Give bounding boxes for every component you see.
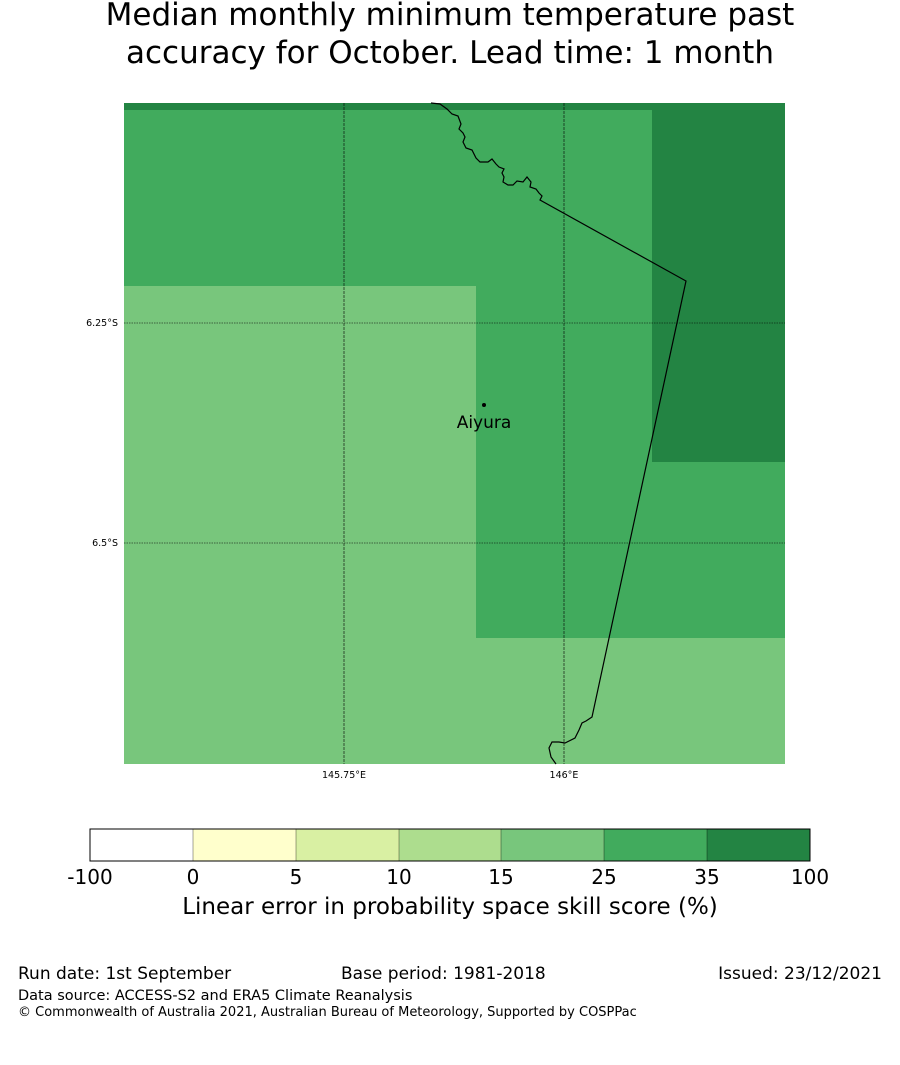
province-boundary bbox=[430, 102, 687, 765]
colorbar-segment-2 bbox=[193, 829, 296, 861]
colorbar-tick-label: 15 bbox=[488, 865, 514, 889]
colorbar-tick-label: 35 bbox=[694, 865, 720, 889]
colorbar-title: Linear error in probability space skill … bbox=[182, 894, 718, 920]
title-line-1: Median monthly minimum temperature past bbox=[105, 0, 795, 33]
map-cells bbox=[124, 103, 785, 764]
lon-label-145-75: 145.75°E bbox=[322, 770, 366, 781]
colorbar-segment-7 bbox=[707, 829, 810, 861]
colorbar-segment-4 bbox=[399, 829, 501, 861]
aiyura-label: Aiyura bbox=[457, 413, 512, 433]
colorbar bbox=[89, 828, 811, 862]
chart-title: Median monthly minimum temperature past … bbox=[0, 0, 900, 72]
lat-label-6-5: 6.5°S bbox=[92, 538, 118, 549]
title-line-2: accuracy for October. Lead time: 1 month bbox=[126, 35, 774, 71]
cell-upper-right bbox=[652, 110, 785, 286]
colorbar-segment-1 bbox=[90, 829, 193, 861]
data-source: Data source: ACCESS-S2 and ERA5 Climate … bbox=[18, 988, 413, 1004]
colorbar-segment-5 bbox=[501, 829, 604, 861]
colorbar-outline bbox=[89, 828, 811, 862]
colorbar-tick-label: -100 bbox=[67, 865, 113, 889]
colorbar-tick-label: 5 bbox=[289, 865, 303, 889]
copyright: © Commonwealth of Australia 2021, Austra… bbox=[18, 1005, 637, 1020]
base-period: Base period: 1981-2018 bbox=[341, 964, 546, 984]
colorbar-segment-3 bbox=[296, 829, 399, 861]
colorbar-tick-label: 0 bbox=[186, 865, 200, 889]
colorbar-tick-label: 25 bbox=[591, 865, 617, 889]
cell-mid-right-top bbox=[652, 286, 785, 462]
cell-bottom bbox=[124, 638, 785, 764]
colorbar-tick-label: 100 bbox=[790, 865, 830, 889]
issued-date: Issued: 23/12/2021 bbox=[718, 964, 882, 984]
cell-mid-left bbox=[124, 286, 476, 638]
cell-top-strip bbox=[124, 103, 785, 110]
lat-label-6-25: 6.25°S bbox=[86, 318, 118, 329]
colorbar-segment-6 bbox=[604, 829, 707, 861]
run-date: Run date: 1st September bbox=[18, 964, 232, 984]
cell-upper-left bbox=[124, 110, 476, 286]
aiyura-marker bbox=[482, 403, 486, 407]
lon-label-146: 146°E bbox=[550, 770, 579, 781]
colorbar-tick-label: 10 bbox=[386, 865, 412, 889]
cell-mid-right-bottom bbox=[652, 462, 785, 638]
